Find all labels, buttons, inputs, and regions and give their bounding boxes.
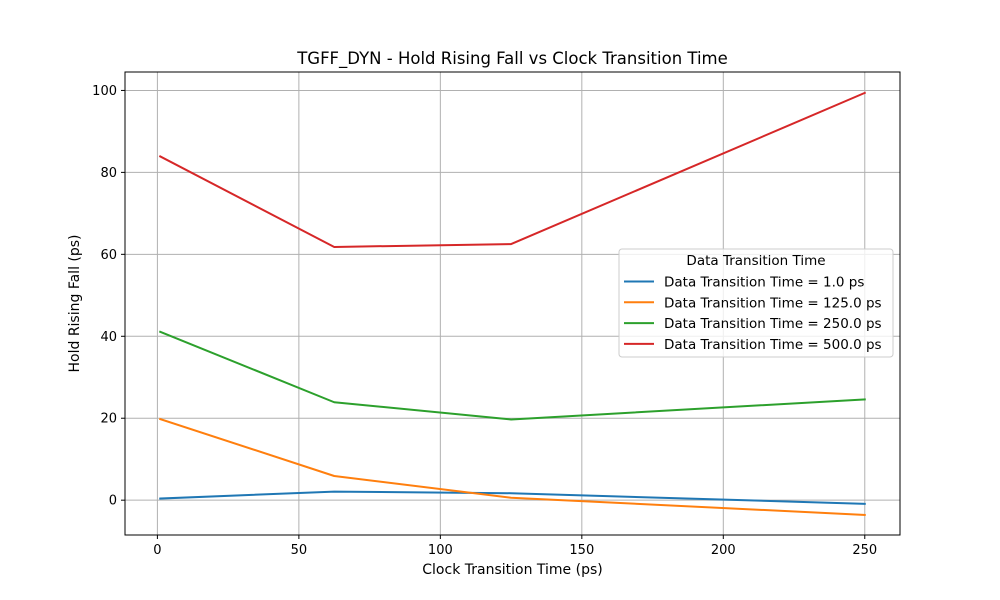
series-line (158, 417, 866, 516)
x-tick-label: 200 (711, 543, 736, 558)
legend: Data Transition Time Data Transition Tim… (618, 248, 894, 358)
legend-items: Data Transition Time = 1.0 ps Data Transi… (624, 275, 882, 353)
plot-frame (124, 71, 901, 536)
legend-label: Data Transition Time = 1.0 ps (664, 275, 864, 291)
series-line (158, 330, 866, 421)
series-line (159, 490, 866, 505)
y-tick-label: 60 (100, 248, 117, 263)
legend-label: Data Transition Time = 250.0 ps (664, 316, 882, 332)
legend-box (618, 248, 894, 358)
chart-title: TGFF_DYN - Hold Rising Fall vs Clock Tra… (296, 49, 728, 69)
y-tick-label: 40 (100, 330, 117, 345)
x-tick-label: 50 (291, 543, 308, 558)
legend-label: Data Transition Time = 500.0 ps (664, 337, 882, 353)
x-tick-label: 100 (428, 543, 453, 558)
y-axis-label: Hold Rising Fall (ps) (67, 234, 83, 372)
x-axis-label: Clock Transition Time (ps) (422, 562, 602, 578)
x-tick-label: 250 (852, 543, 877, 558)
series-line (158, 91, 867, 248)
x-tick-label: 150 (569, 543, 594, 558)
axis-ticks: 0 50 100 150 200 250 0 20 40 60 80 100 (92, 84, 877, 558)
series-lines (158, 91, 867, 516)
y-tick-label: 100 (92, 84, 117, 99)
y-tick-label: 20 (100, 412, 117, 427)
legend-label: Data Transition Time = 125.0 ps (664, 295, 882, 311)
x-tick-label: 0 (153, 543, 161, 558)
y-tick-label: 80 (100, 166, 117, 181)
legend-title: Data Transition Time (686, 253, 825, 269)
y-tick-label: 0 (109, 494, 117, 509)
